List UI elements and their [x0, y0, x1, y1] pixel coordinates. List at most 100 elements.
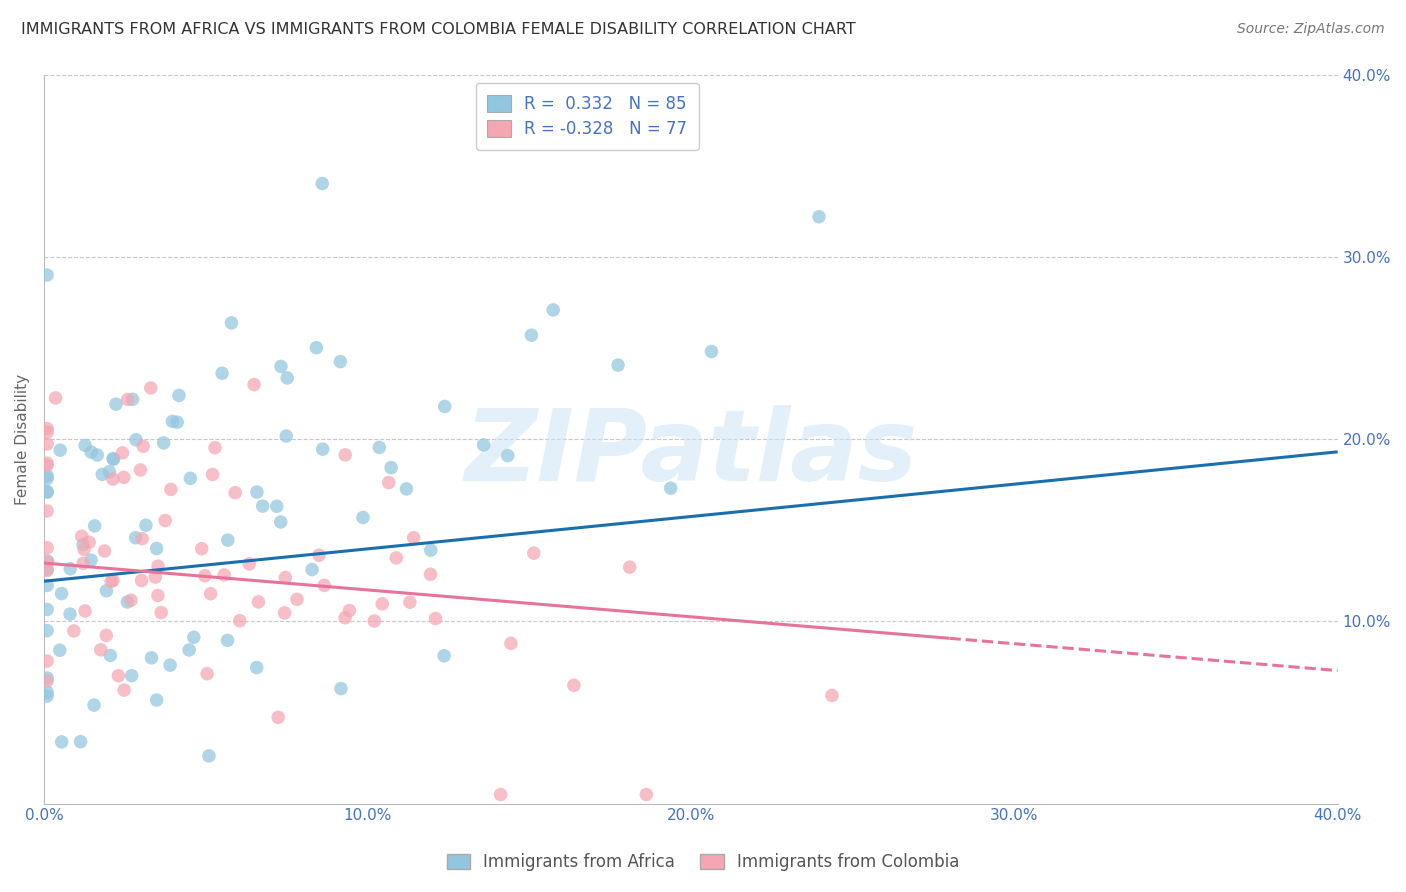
Point	[499, 636, 522, 650]
Point	[141, 651, 163, 665]
Point	[330, 681, 353, 696]
Point	[145, 570, 167, 584]
Point	[146, 559, 169, 574]
Point	[37, 689, 59, 703]
Point	[37, 422, 59, 436]
Point	[131, 532, 153, 546]
Point	[152, 436, 174, 450]
Point	[37, 554, 59, 568]
Point	[204, 441, 226, 455]
Point	[183, 630, 205, 644]
Point	[37, 671, 59, 685]
Point	[37, 268, 59, 282]
Point	[166, 415, 188, 429]
Point	[285, 592, 308, 607]
Point	[77, 535, 100, 549]
Point	[311, 177, 333, 191]
Point	[433, 648, 456, 663]
Point	[314, 578, 336, 592]
Point	[270, 359, 292, 374]
Point	[49, 443, 72, 458]
Point	[96, 583, 118, 598]
Point	[541, 302, 564, 317]
Point	[195, 666, 218, 681]
Point	[70, 529, 93, 543]
Point	[217, 633, 239, 648]
Point	[37, 468, 59, 483]
Point	[37, 555, 59, 569]
Point	[335, 448, 357, 462]
Point	[636, 788, 658, 802]
Point	[98, 648, 121, 663]
Point	[37, 485, 59, 500]
Point	[103, 452, 125, 467]
Point	[159, 658, 181, 673]
Point	[162, 414, 184, 428]
Point	[243, 377, 266, 392]
Point	[131, 574, 153, 588]
Point	[201, 467, 224, 482]
Point	[385, 550, 408, 565]
Point	[49, 643, 72, 657]
Legend: R =  0.332   N = 85, R = -0.328   N = 77: R = 0.332 N = 85, R = -0.328 N = 77	[475, 83, 699, 150]
Point	[37, 654, 59, 668]
Point	[252, 499, 274, 513]
Point	[111, 446, 134, 460]
Point	[301, 563, 323, 577]
Point	[276, 429, 298, 443]
Point	[117, 595, 139, 609]
Point	[371, 597, 394, 611]
Text: Source: ZipAtlas.com: Source: ZipAtlas.com	[1237, 22, 1385, 37]
Point	[91, 467, 114, 482]
Point	[419, 567, 441, 582]
Point	[69, 734, 91, 748]
Point	[98, 465, 121, 479]
Point	[194, 568, 217, 582]
Point	[121, 668, 143, 682]
Point	[100, 574, 122, 589]
Point	[274, 571, 297, 585]
Point	[129, 463, 152, 477]
Point	[276, 371, 298, 385]
Point	[179, 471, 201, 485]
Point	[37, 673, 59, 688]
Point	[520, 328, 543, 343]
Point	[270, 515, 292, 529]
Point	[607, 358, 630, 372]
Point	[246, 660, 269, 674]
Point	[83, 519, 105, 533]
Point	[132, 439, 155, 453]
Point	[37, 541, 59, 555]
Point	[311, 442, 333, 457]
Point	[153, 514, 176, 528]
Point	[37, 504, 59, 518]
Point	[112, 470, 135, 484]
Point	[51, 735, 73, 749]
Point	[821, 689, 844, 703]
Point	[160, 483, 183, 497]
Point	[659, 481, 682, 495]
Point	[489, 788, 512, 802]
Point	[37, 685, 59, 699]
Point	[228, 614, 250, 628]
Point	[37, 624, 59, 638]
Point	[107, 668, 129, 682]
Point	[90, 643, 112, 657]
Point	[93, 544, 115, 558]
Point	[247, 595, 270, 609]
Point	[125, 433, 148, 447]
Point	[80, 445, 103, 459]
Point	[51, 586, 73, 600]
Point	[368, 441, 391, 455]
Point	[59, 562, 82, 576]
Point	[37, 437, 59, 451]
Point	[145, 693, 167, 707]
Point	[73, 604, 96, 618]
Point	[305, 341, 328, 355]
Point	[146, 589, 169, 603]
Point	[808, 210, 831, 224]
Point	[37, 456, 59, 470]
Point	[395, 482, 418, 496]
Point	[75, 438, 97, 452]
Point	[419, 543, 441, 558]
